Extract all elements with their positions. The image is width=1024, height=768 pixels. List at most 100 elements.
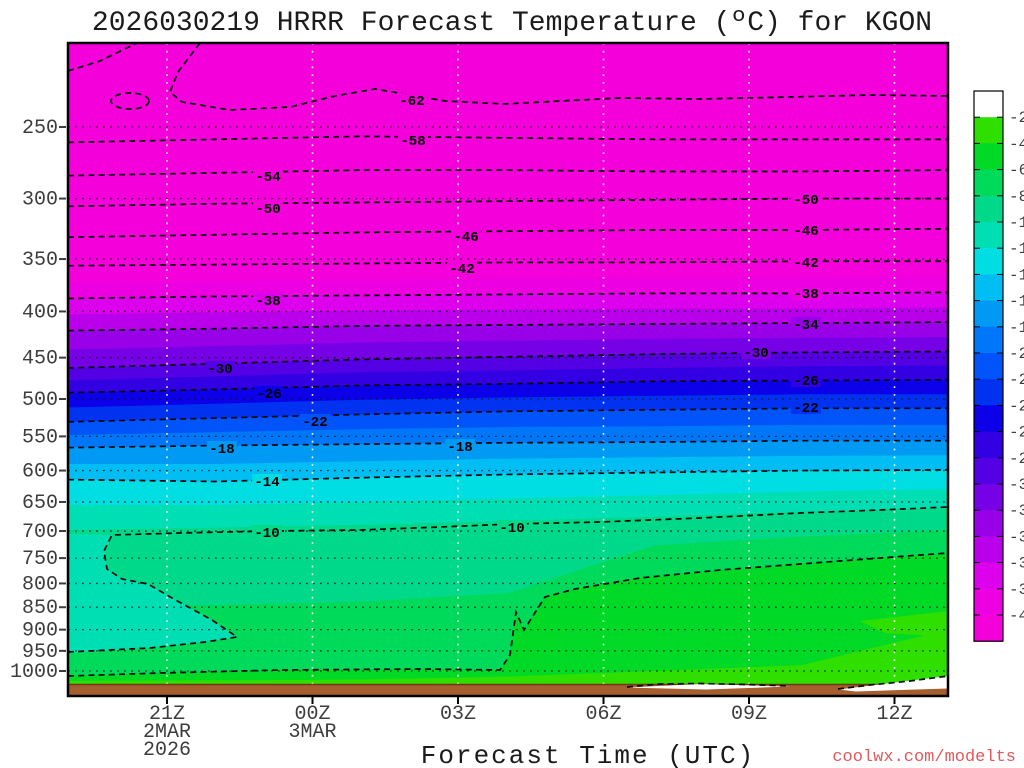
colorbar-segment — [974, 562, 1003, 590]
contour--6 — [67, 552, 949, 677]
colorbar-label: -20 — [1009, 345, 1024, 363]
x-tick-label: 03Z — [440, 703, 476, 726]
contour-label-chip — [791, 223, 821, 237]
contour-label-chip — [791, 373, 821, 387]
contour-label-chip — [252, 525, 282, 539]
x-tick-date: 3MAR — [288, 721, 336, 744]
contour-label: -42 — [449, 262, 474, 278]
x-tick-label: 06Z — [585, 703, 621, 726]
contour-label: -30 — [207, 362, 232, 378]
contour--58 — [67, 135, 948, 144]
contour-label-chip — [447, 261, 477, 275]
plot-area: -62 -58 -54 -50 -50 -46 -46 -42 -42 -38 -38 -34 -30 -… — [66, 41, 950, 698]
colorbar-segment — [974, 510, 1003, 537]
colorbar-label: -26 — [1009, 424, 1024, 442]
y-tick-label: 600 — [22, 461, 58, 484]
colorbar-border — [973, 90, 1004, 642]
contour--54 — [67, 169, 949, 177]
colorbar-label: -6 — [1009, 162, 1024, 180]
contour--34 — [67, 321, 949, 332]
ground-strip — [68, 684, 948, 696]
contour--50 — [67, 197, 948, 208]
contour-label: -22 — [302, 415, 327, 431]
contour-label-chip — [791, 400, 821, 414]
contour--62-pocket — [110, 92, 150, 110]
colorbar-segment — [974, 91, 1003, 118]
colorbar-label: -14 — [1009, 266, 1024, 284]
contour--22 — [67, 407, 948, 423]
y-tick-label: 900 — [22, 620, 58, 643]
contour--42 — [67, 260, 948, 267]
y-tick-label: 1000 — [10, 661, 58, 684]
mild-surface-patch — [902, 647, 948, 682]
contour-label: -26 — [256, 387, 281, 403]
colorbar-segment — [974, 457, 1003, 485]
contour-label-chip — [451, 229, 481, 243]
colorbar-segment — [974, 431, 1003, 459]
plot-frame — [66, 41, 950, 698]
y-tick-label: 500 — [22, 389, 58, 412]
contour-label: -14 — [254, 475, 279, 491]
contour--10 — [67, 506, 949, 653]
colorbar-label: -24 — [1009, 397, 1024, 415]
colorbar-segment — [974, 169, 1003, 197]
colorbar-segment — [974, 536, 1003, 564]
x-axis-title: Forecast Time (UTC) — [421, 741, 755, 768]
colorbar-label: -34 — [1009, 528, 1024, 546]
contour-label: -22 — [793, 401, 818, 417]
colorbar-label: -2 — [1009, 109, 1024, 127]
x-tick-label: 12Z — [876, 703, 912, 726]
colorbar-label: -16 — [1009, 293, 1024, 311]
colorbar-label: -10 — [1009, 214, 1024, 232]
colorbar-label: -12 — [1009, 240, 1024, 258]
contour-label-chip — [791, 317, 821, 331]
colorbar-segment — [974, 615, 1003, 642]
contour-label-chip — [254, 386, 284, 400]
colorbar-label: -22 — [1009, 371, 1024, 389]
colorbar-label: -28 — [1009, 450, 1024, 468]
axes: 2503003504004505005506006507007508008509… — [10, 117, 913, 762]
colorbar-segment — [974, 195, 1003, 223]
y-tick-label: 350 — [22, 249, 58, 272]
contour-label: -26 — [793, 374, 818, 390]
y-tick-label: 450 — [22, 348, 58, 371]
y-tick-label: 750 — [22, 548, 58, 571]
fill-band--4 — [68, 629, 948, 696]
contour--62-branch — [67, 42, 138, 72]
y-tick-label: 950 — [22, 641, 58, 664]
y-tick-label: 300 — [22, 189, 58, 212]
contour-label-chip — [205, 361, 235, 375]
contour-label: -10 — [254, 526, 279, 542]
x-tick-label: 21Z — [149, 703, 185, 726]
contour-label-chip — [497, 520, 527, 534]
contour-label: -58 — [400, 134, 425, 150]
contour-label: -46 — [453, 230, 478, 246]
contour--46 — [67, 227, 949, 238]
contour-label: -62 — [399, 94, 424, 110]
colorbar-segment — [974, 379, 1003, 406]
contour--14 — [67, 469, 949, 483]
y-tick-label: 850 — [22, 597, 58, 620]
x-tick-label: 00Z — [294, 703, 330, 726]
colorbar-segment — [974, 248, 1003, 275]
colorbar-label: -36 — [1009, 555, 1024, 573]
y-tick-label: 650 — [22, 492, 58, 515]
colorbar-segment — [974, 405, 1003, 433]
colorbar-segment — [974, 300, 1003, 328]
colorbar-segment — [974, 353, 1003, 380]
contour-label: -50 — [793, 193, 818, 209]
contour-label: -46 — [793, 224, 818, 240]
contour-label: -54 — [255, 170, 280, 186]
colorbar-label: -38 — [1009, 581, 1024, 599]
contour-label-chip — [300, 414, 330, 428]
x-tick-date: 2MAR — [143, 721, 191, 744]
contour-label: -34 — [793, 318, 818, 334]
colorbar-label: -4 — [1009, 135, 1024, 153]
temperature-fill-bands — [68, 276, 948, 696]
contour-label: -30 — [743, 346, 768, 362]
contour-label-chip — [791, 255, 821, 269]
colorbar-label: -30 — [1009, 476, 1024, 494]
fill-band--6 — [68, 553, 948, 696]
